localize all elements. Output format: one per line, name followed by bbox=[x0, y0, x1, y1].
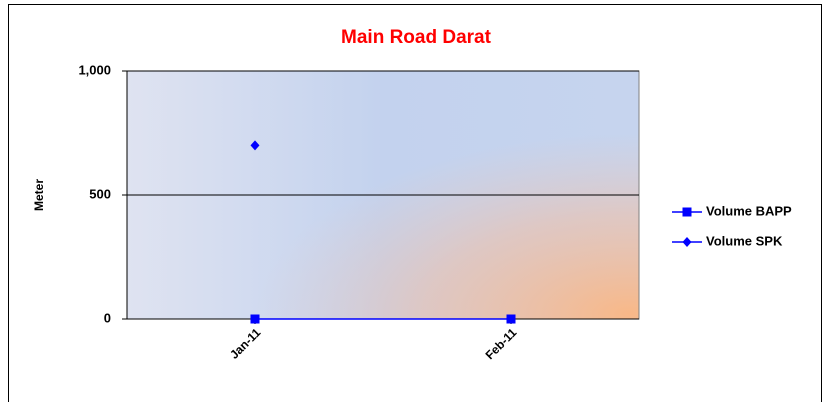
point bbox=[506, 314, 516, 324]
point bbox=[250, 314, 260, 324]
point bbox=[250, 140, 260, 151]
point bbox=[682, 237, 692, 247]
y-axis-label: Meter bbox=[32, 179, 46, 211]
y-tick-label: 1,000 bbox=[78, 62, 111, 77]
y-tick-label: 0 bbox=[104, 310, 111, 325]
point bbox=[682, 207, 692, 217]
y-tick-label: 500 bbox=[89, 186, 111, 201]
legend-label: Volume BAPP bbox=[706, 203, 792, 218]
chart-title: Main Road Darat bbox=[341, 27, 492, 48]
legend-label: Volume SPK bbox=[706, 233, 783, 248]
